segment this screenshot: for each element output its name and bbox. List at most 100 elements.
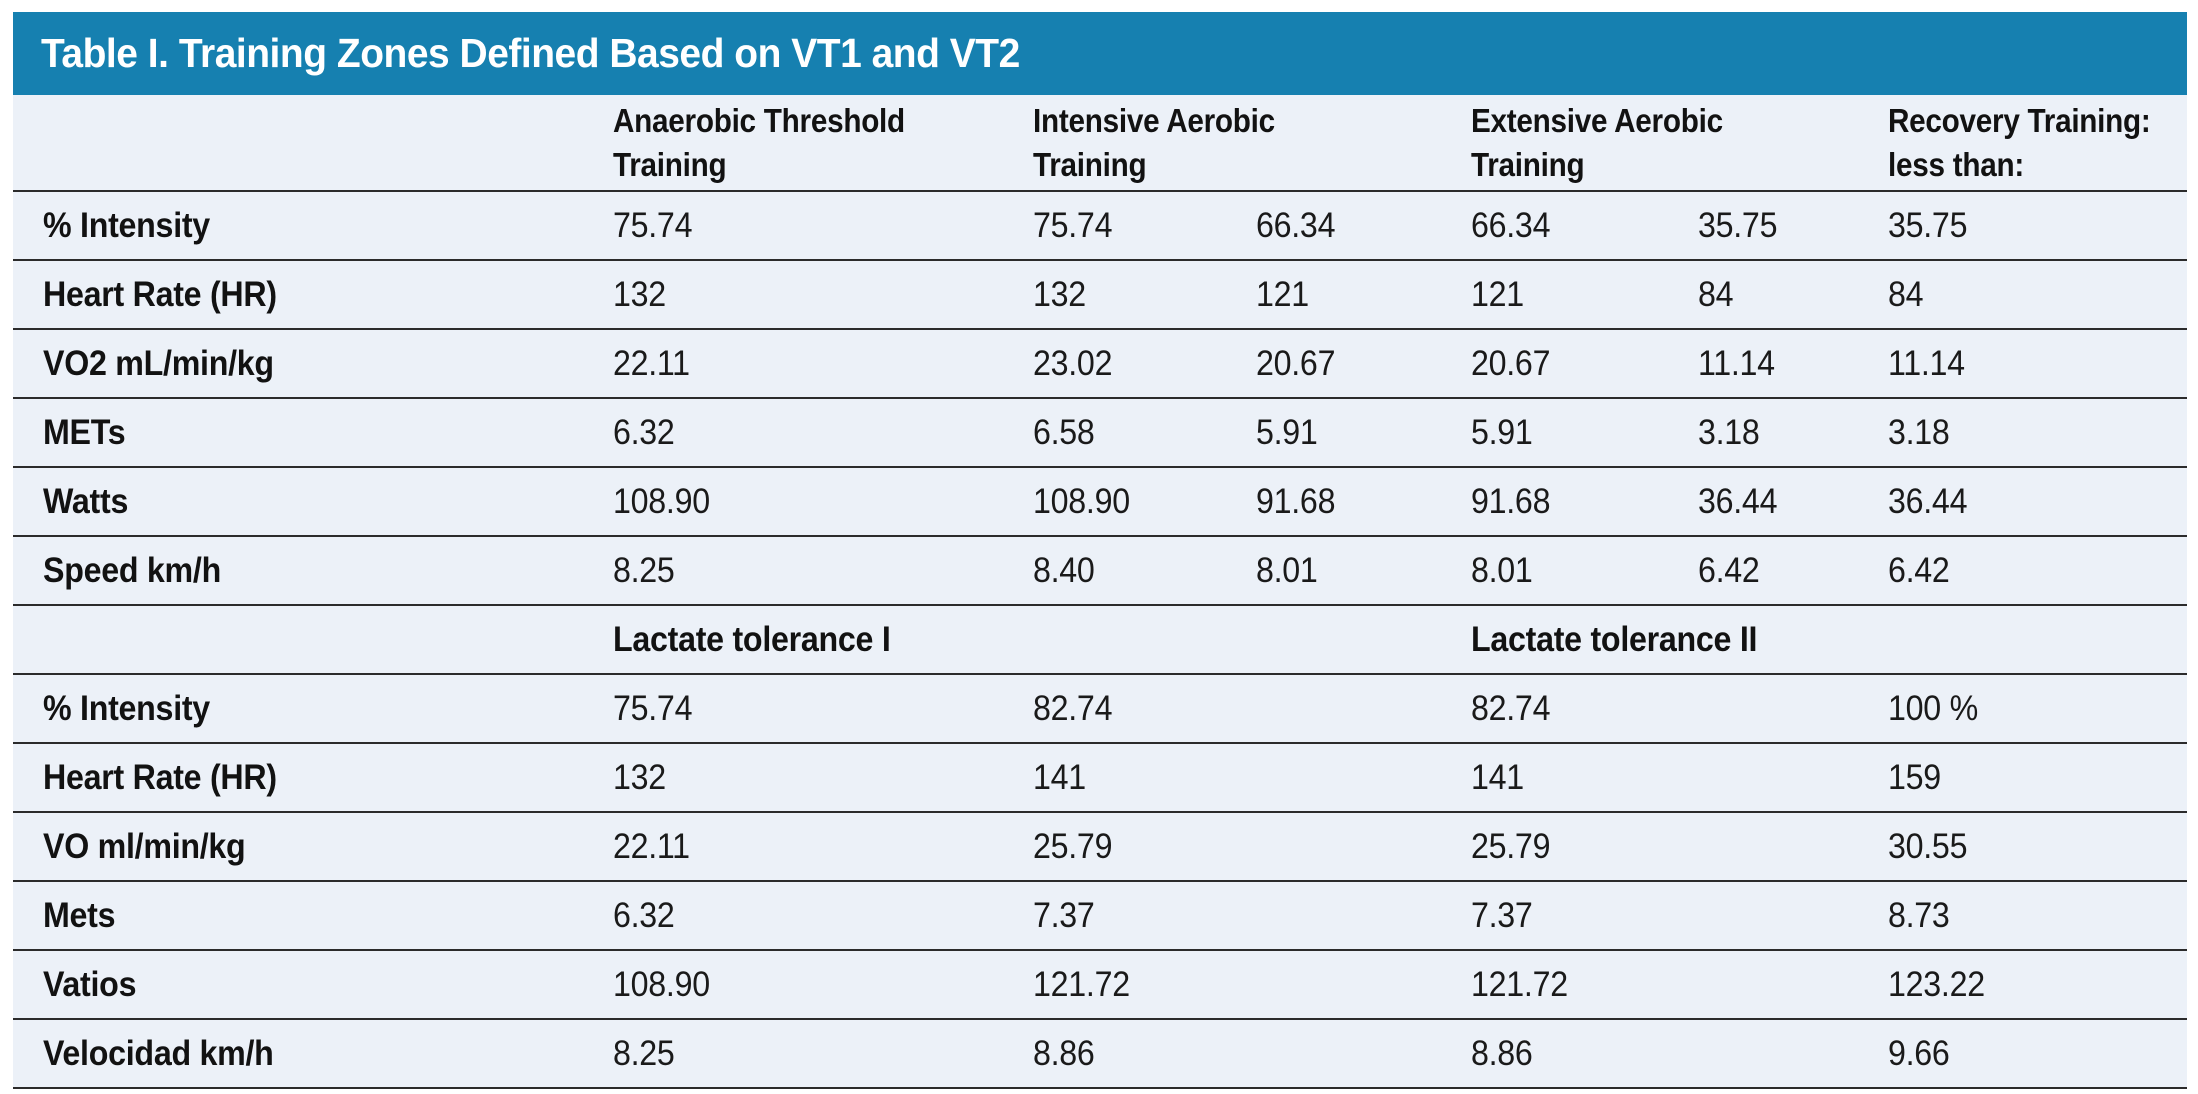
- table-row: Velocidad km/h 8.25 8.86 8.86 9.66: [13, 1019, 2188, 1089]
- table-row: METs 6.32 6.58 5.91 5.91 3.18 3.18: [13, 398, 2188, 468]
- cell-value: 159: [1858, 743, 2188, 813]
- cell-value: 84: [1858, 260, 2188, 330]
- cell-value: 121: [1441, 260, 1669, 330]
- table-row: Mets 6.32 7.37 7.37 8.73: [13, 881, 2188, 951]
- cell-value: 11.14: [1858, 329, 2188, 399]
- cell-value: 75.74: [583, 674, 1003, 744]
- table-header-row: Anaerobic Threshold Training Intensive A…: [13, 95, 2188, 192]
- cell-value: 75.74: [583, 191, 1003, 261]
- column-header-lactate-tolerance-2: Lactate tolerance II: [1441, 605, 1859, 675]
- column-header-extensive-aerobic: Extensive Aerobic Training: [1441, 95, 1859, 192]
- table-row: Heart Rate (HR) 132 132 121 121 84 84: [13, 260, 2188, 330]
- cell-value: 82.74: [1003, 674, 1442, 744]
- row-label: Velocidad km/h: [13, 1019, 583, 1089]
- cell-value: 82.74: [1441, 674, 1859, 744]
- table-row: Heart Rate (HR) 132 141 141 159: [13, 743, 2188, 813]
- cell-value: 8.86: [1441, 1019, 1859, 1089]
- cell-value: 8.01: [1226, 536, 1442, 606]
- cell-value: 6.42: [1668, 536, 1859, 606]
- cell-value: 9.66: [1858, 1019, 2188, 1089]
- cell-value: 8.40: [1003, 536, 1226, 606]
- cell-value: 35.75: [1668, 191, 1859, 261]
- row-label: Vatios: [13, 950, 583, 1020]
- cell-value: 23.02: [1003, 329, 1226, 399]
- cell-value: 121.72: [1441, 950, 1859, 1020]
- cell-value: 6.32: [583, 398, 1003, 468]
- cell-value: 5.91: [1441, 398, 1669, 468]
- cell-value: 36.44: [1858, 467, 2188, 537]
- cell-value: 20.67: [1226, 329, 1442, 399]
- cell-value: 91.68: [1226, 467, 1442, 537]
- table-row: % Intensity 75.74 75.74 66.34 66.34 35.7…: [13, 191, 2188, 261]
- row-label: Heart Rate (HR): [13, 743, 583, 813]
- cell-value: 35.75: [1858, 191, 2188, 261]
- subheader-spacer-cell: [1858, 605, 2188, 675]
- cell-value: 123.22: [1858, 950, 2188, 1020]
- row-label: VO2 mL/min/kg: [13, 329, 583, 399]
- cell-value: 25.79: [1441, 812, 1859, 882]
- table-subheader-row: Lactate tolerance I Lactate tolerance II: [13, 605, 2188, 675]
- column-header-recovery: Recovery Training: less than:: [1858, 95, 2188, 192]
- cell-value: 6.32: [583, 881, 1003, 951]
- cell-value: 8.86: [1003, 1019, 1442, 1089]
- cell-value: 132: [583, 260, 1003, 330]
- column-header-anaerobic-threshold: Anaerobic Threshold Training: [583, 95, 1003, 192]
- row-label: VO ml/min/kg: [13, 812, 583, 882]
- cell-value: 8.01: [1441, 536, 1669, 606]
- cell-value: 11.14: [1668, 329, 1859, 399]
- cell-value: 141: [1441, 743, 1859, 813]
- cell-value: 132: [1003, 260, 1226, 330]
- cell-value: 75.74: [1003, 191, 1226, 261]
- column-header-intensive-aerobic: Intensive Aerobic Training: [1003, 95, 1442, 192]
- cell-value: 22.11: [583, 812, 1003, 882]
- cell-value: 30.55: [1858, 812, 2188, 882]
- cell-value: 121.72: [1003, 950, 1442, 1020]
- cell-value: 22.11: [583, 329, 1003, 399]
- cell-value: 5.91: [1226, 398, 1442, 468]
- cell-value: 108.90: [583, 950, 1003, 1020]
- row-label: METs: [13, 398, 583, 468]
- cell-value: 66.34: [1226, 191, 1442, 261]
- cell-value: 108.90: [1003, 467, 1226, 537]
- table-row: Speed km/h 8.25 8.40 8.01 8.01 6.42 6.42: [13, 536, 2188, 606]
- row-label: % Intensity: [13, 674, 583, 744]
- table-row: VO2 mL/min/kg 22.11 23.02 20.67 20.67 11…: [13, 329, 2188, 399]
- column-header-lactate-tolerance-1: Lactate tolerance I: [583, 605, 1003, 675]
- subheader-spacer-cell: [13, 605, 583, 675]
- cell-value: 132: [583, 743, 1003, 813]
- cell-value: 20.67: [1441, 329, 1669, 399]
- cell-value: 91.68: [1441, 467, 1669, 537]
- subheader-spacer-cell: [1003, 605, 1442, 675]
- cell-value: 8.25: [583, 536, 1003, 606]
- row-label: Speed km/h: [13, 536, 583, 606]
- header-spacer-cell: [13, 95, 583, 192]
- cell-value: 6.58: [1003, 398, 1226, 468]
- row-label: Watts: [13, 467, 583, 537]
- table-row: % Intensity 75.74 82.74 82.74 100 %: [13, 674, 2188, 744]
- table-title: Table I. Training Zones Defined Based on…: [41, 30, 1020, 76]
- cell-value: 84: [1668, 260, 1859, 330]
- cell-value: 36.44: [1668, 467, 1859, 537]
- cell-value: 7.37: [1441, 881, 1859, 951]
- cell-value: 66.34: [1441, 191, 1669, 261]
- cell-value: 8.73: [1858, 881, 2188, 951]
- row-label: Mets: [13, 881, 583, 951]
- cell-value: 25.79: [1003, 812, 1442, 882]
- training-zones-table: Anaerobic Threshold Training Intensive A…: [13, 95, 2188, 1089]
- table-panel: Table I. Training Zones Defined Based on…: [13, 12, 2188, 1089]
- cell-value: 7.37: [1003, 881, 1442, 951]
- cell-value: 100 %: [1858, 674, 2188, 744]
- cell-value: 3.18: [1668, 398, 1859, 468]
- cell-value: 3.18: [1858, 398, 2188, 468]
- cell-value: 8.25: [583, 1019, 1003, 1089]
- table-row: Vatios 108.90 121.72 121.72 123.22: [13, 950, 2188, 1020]
- cell-value: 121: [1226, 260, 1442, 330]
- cell-value: 6.42: [1858, 536, 2188, 606]
- table-row: VO ml/min/kg 22.11 25.79 25.79 30.55: [13, 812, 2188, 882]
- cell-value: 141: [1003, 743, 1442, 813]
- row-label: % Intensity: [13, 191, 583, 261]
- table-title-bar: Table I. Training Zones Defined Based on…: [13, 12, 2187, 95]
- row-label: Heart Rate (HR): [13, 260, 583, 330]
- cell-value: 108.90: [583, 467, 1003, 537]
- table-row: Watts 108.90 108.90 91.68 91.68 36.44 36…: [13, 467, 2188, 537]
